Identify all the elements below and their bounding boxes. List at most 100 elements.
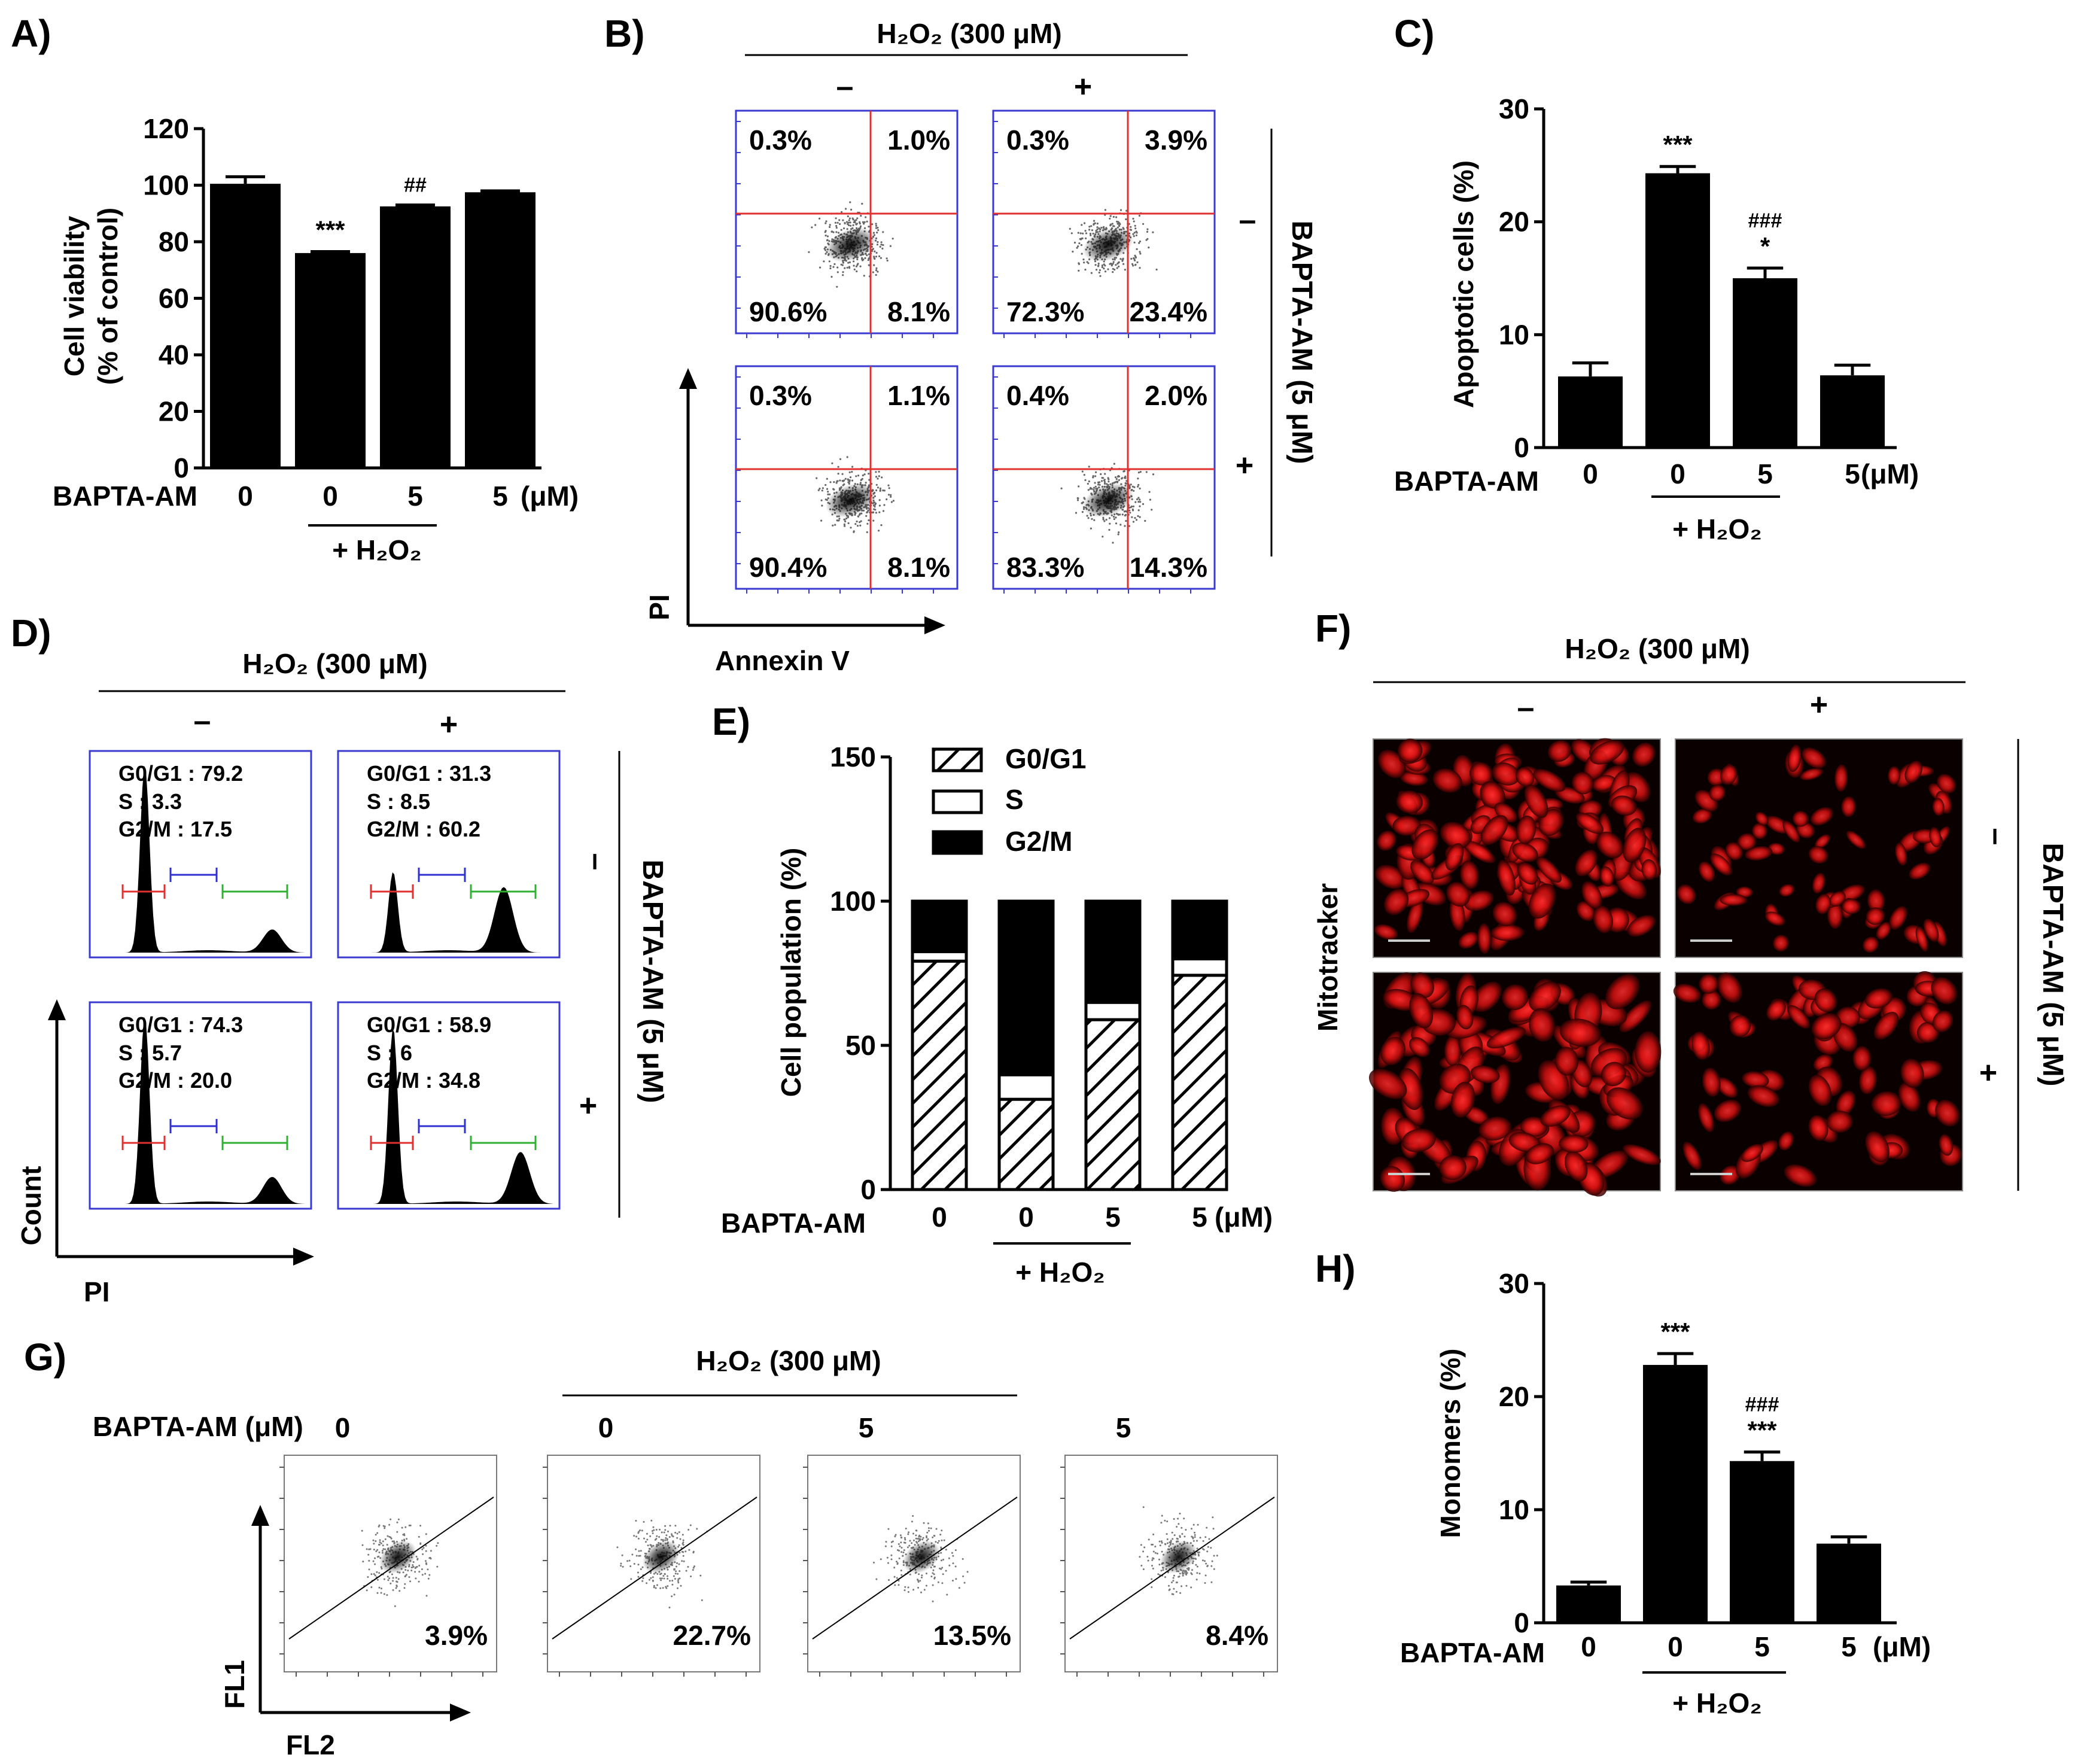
stained-cell [1398, 1067, 1423, 1110]
scatter-dot [865, 515, 868, 517]
scatter-dot [854, 523, 857, 525]
panel-label-a: A) [11, 12, 51, 55]
scatter-dot [1090, 272, 1093, 274]
stained-cell [1709, 784, 1726, 801]
density-cluster [1082, 227, 1134, 262]
scatter-dot [1177, 1517, 1179, 1520]
scatter-dot [836, 271, 839, 273]
scatter-dot [637, 1576, 640, 1578]
scatter-dot [653, 1586, 655, 1589]
stained-cell [1397, 738, 1423, 763]
scatter-dot [1178, 1576, 1181, 1577]
scatter-dot [678, 1563, 680, 1565]
stained-cell [1380, 1036, 1405, 1066]
scatter-dot [1164, 1519, 1166, 1522]
scatter-dot [1105, 227, 1108, 229]
scatter-dot [951, 1552, 953, 1554]
y-tick-label: 20 [159, 396, 189, 427]
scatter-dot [621, 1554, 623, 1556]
stained-cell [1811, 1013, 1842, 1039]
scatter-dot [933, 1576, 936, 1579]
scatter-dot [421, 1574, 424, 1576]
scatter-dot [1101, 264, 1103, 267]
scatter-dot [386, 1544, 388, 1546]
scatter-dot [1206, 1550, 1209, 1553]
scatter-dot [656, 1573, 659, 1575]
scatter-dot [847, 522, 850, 525]
scatter-dot [911, 1542, 913, 1544]
scatter-dot [888, 487, 890, 489]
quadrant-lr-percent: 8.1% [887, 552, 950, 583]
scatter-dot [688, 1549, 690, 1551]
scatter-dot [890, 1558, 893, 1561]
scatter-dot [819, 488, 821, 490]
scatter-dot [676, 1532, 679, 1535]
scatter-dot [685, 1570, 687, 1572]
scatter-dot [1170, 1543, 1172, 1545]
scatter-dot [1080, 244, 1083, 247]
g-x-arrowhead [450, 1704, 471, 1722]
scatter-dot [677, 1587, 679, 1589]
scatter-dot [616, 1546, 619, 1549]
stained-cell [1516, 767, 1535, 787]
scatter-dot [641, 1580, 644, 1582]
scatter-dot [835, 225, 838, 227]
scatter-dot [1210, 1581, 1213, 1583]
scatter-dot [659, 1528, 661, 1531]
scatter-dot [882, 489, 884, 492]
scatter-dot [890, 1554, 893, 1556]
scatter-dot [875, 483, 878, 486]
scatter-dot [920, 1591, 922, 1593]
scatter-dot [894, 1584, 896, 1586]
stained-cell [1836, 1006, 1860, 1029]
scatter-dot [1124, 475, 1127, 478]
quadrant-ur-percent: 1.0% [887, 124, 950, 156]
stained-cell [1445, 843, 1464, 871]
scatter-dot [1194, 1531, 1195, 1534]
scatter-dot [894, 1534, 897, 1536]
scatter-dot [913, 1539, 915, 1541]
scatter-dot [834, 221, 836, 224]
scatter-dot [1069, 227, 1071, 230]
scatter-dot [628, 1559, 631, 1562]
scatter-dot [369, 1548, 372, 1550]
scatter-dot [674, 1578, 676, 1580]
x-category-label: 5 [1841, 1631, 1857, 1662]
legend-s-label: S [1005, 784, 1024, 815]
scatter-dot [696, 1528, 698, 1530]
scatter-dot [849, 476, 852, 479]
scatter-dot [620, 1562, 622, 1565]
stained-cell [1710, 853, 1733, 876]
scatter-dot [407, 1570, 409, 1572]
density-cluster [825, 483, 877, 518]
scatter-dot [1136, 232, 1138, 234]
stained-cell [1863, 936, 1879, 953]
scatter-dot [1104, 270, 1107, 273]
scatter-dot [860, 520, 862, 522]
f-row-minus: – [1979, 828, 2014, 845]
x-category-label: 5 [492, 480, 508, 512]
scatter-dot [655, 1587, 657, 1589]
scatter-dot [1212, 1516, 1214, 1519]
scatter-dot [942, 1573, 944, 1576]
scatter-dot [378, 1551, 381, 1553]
scatter-dot [1192, 1523, 1195, 1526]
scatter-dot [909, 1540, 911, 1542]
stained-cell [1593, 905, 1613, 933]
quadrant-lr-percent: 23.4% [1130, 296, 1207, 327]
scatter-dot [687, 1529, 690, 1531]
scatter-dot [658, 1536, 661, 1538]
scatter-dot [1166, 1520, 1169, 1523]
scatter-dot [650, 1544, 652, 1546]
scatter-dot [1077, 497, 1079, 500]
g0g1-value: G0/G1 : 79.2 [118, 761, 243, 786]
scatter-dot [873, 1561, 875, 1564]
annexin-plots: 0.3% 1.0% 90.6% 8.1% 0.3% 3.9% 72.3% 23.4% 0.3% 1… [735, 110, 1216, 594]
scatter-dot [906, 1546, 909, 1549]
scatter-dot [1178, 1523, 1180, 1525]
scatter-dot [667, 1530, 669, 1532]
scatter-dot [396, 1581, 398, 1583]
scatter-dot [690, 1576, 692, 1577]
scatter-dot [1177, 1538, 1179, 1540]
